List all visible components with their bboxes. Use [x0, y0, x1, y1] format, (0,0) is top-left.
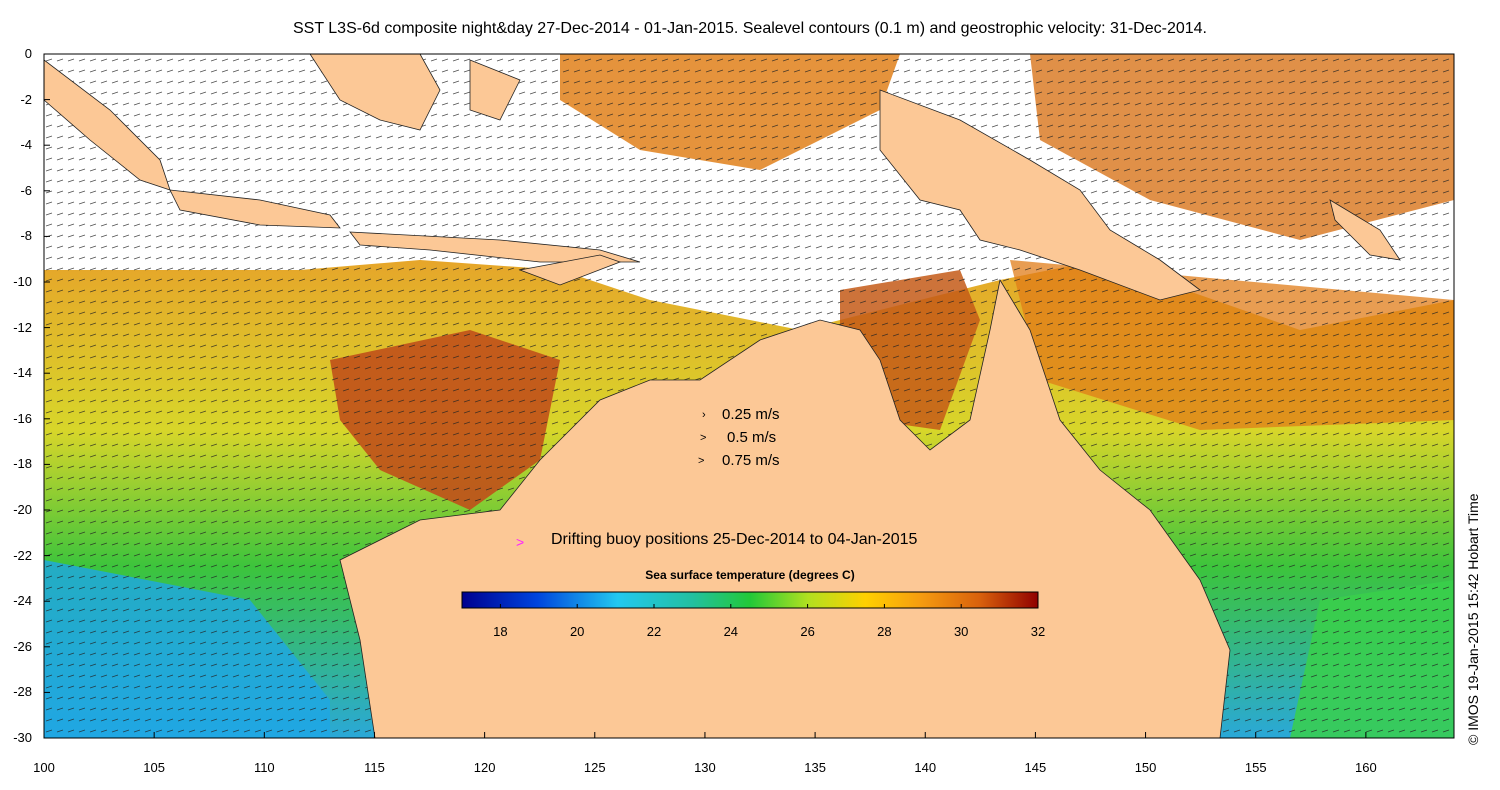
land-solomons [1329, 199, 1401, 261]
land-new-guinea [879, 89, 1201, 301]
x-tick-label: 110 [253, 760, 275, 775]
colorbar-tick-label: 18 [493, 624, 508, 639]
x-tick-label: 135 [804, 760, 826, 775]
y-tick-label: -24 [13, 593, 32, 609]
y-tick-label: -2 [20, 91, 32, 107]
x-tick-label: 150 [1134, 760, 1157, 775]
buoy-marker-icon: > [516, 534, 525, 550]
velocity-label-3: 0.75 m/s [722, 452, 780, 469]
velocity-label-1: 0.25 m/s [722, 406, 780, 423]
x-tick-label: 160 [1355, 760, 1377, 775]
y-tick-label: -18 [13, 456, 32, 472]
x-tick-label: 125 [583, 760, 606, 775]
y-tick-label: -22 [13, 547, 32, 563]
y-tick-label: -16 [13, 410, 32, 426]
y-tick-label: -4 [20, 137, 32, 153]
buoy-legend-label: Drifting buoy positions 25-Dec-2014 to 0… [551, 531, 918, 548]
y-tick-label: -30 [13, 730, 32, 745]
colorbar-tick-label: 28 [877, 624, 892, 639]
plot-frame [43, 53, 1455, 739]
y-tick-label: -8 [20, 228, 32, 244]
land-sulawesi [469, 59, 521, 121]
land-java [169, 189, 341, 229]
velocity-arrow-icon-medium: > [700, 432, 707, 444]
colorbar-title: Sea surface temperature (degrees C) [645, 568, 855, 582]
colorbar-tick-label: 32 [1030, 624, 1046, 639]
velocity-arrow-icon-large: > [698, 455, 705, 467]
y-tick-label: 0 [24, 46, 32, 61]
y-tick-label: -26 [13, 638, 32, 654]
land-timor [518, 254, 622, 286]
x-tick-label: 145 [1024, 760, 1047, 775]
x-tick-label: 100 [33, 760, 55, 775]
y-tick-label: -28 [13, 684, 32, 700]
colorbar-tick-label: 30 [953, 624, 969, 639]
y-tick-label: -10 [13, 274, 32, 289]
y-tick-label: -14 [13, 365, 32, 381]
colorbar-ticks [499, 604, 1039, 608]
x-axis-ticks [43, 732, 1367, 738]
x-tick-label: 140 [914, 760, 937, 775]
velocity-arrow-icon-small: › [702, 409, 706, 421]
credit-text: © IMOS 19-Jan-2015 15:42 Hobart Time [1465, 493, 1481, 745]
colorbar [461, 591, 1039, 609]
x-tick-label: 105 [143, 760, 165, 775]
velocity-label-2: 0.5 m/s [727, 429, 777, 446]
y-tick-label: -6 [20, 182, 32, 198]
y-axis-ticks [44, 53, 50, 739]
x-tick-label: 155 [1244, 760, 1267, 775]
colorbar-tick-label: 26 [800, 624, 815, 639]
x-tick-label: 130 [694, 760, 716, 775]
colorbar-tick-label: 20 [569, 624, 585, 639]
land-borneo [309, 54, 441, 131]
x-tick-label: 115 [364, 760, 385, 775]
colorbar-tick-label: 22 [646, 624, 662, 639]
land-sumatra [44, 59, 171, 191]
colorbar-tick-label: 24 [723, 624, 739, 639]
y-tick-label: -12 [13, 319, 32, 335]
land-australia [339, 278, 1231, 738]
y-tick-label: -20 [13, 502, 32, 517]
x-tick-label: 120 [473, 760, 496, 775]
map-title: SST L3S-6d composite night&day 27-Dec-20… [293, 20, 1207, 37]
